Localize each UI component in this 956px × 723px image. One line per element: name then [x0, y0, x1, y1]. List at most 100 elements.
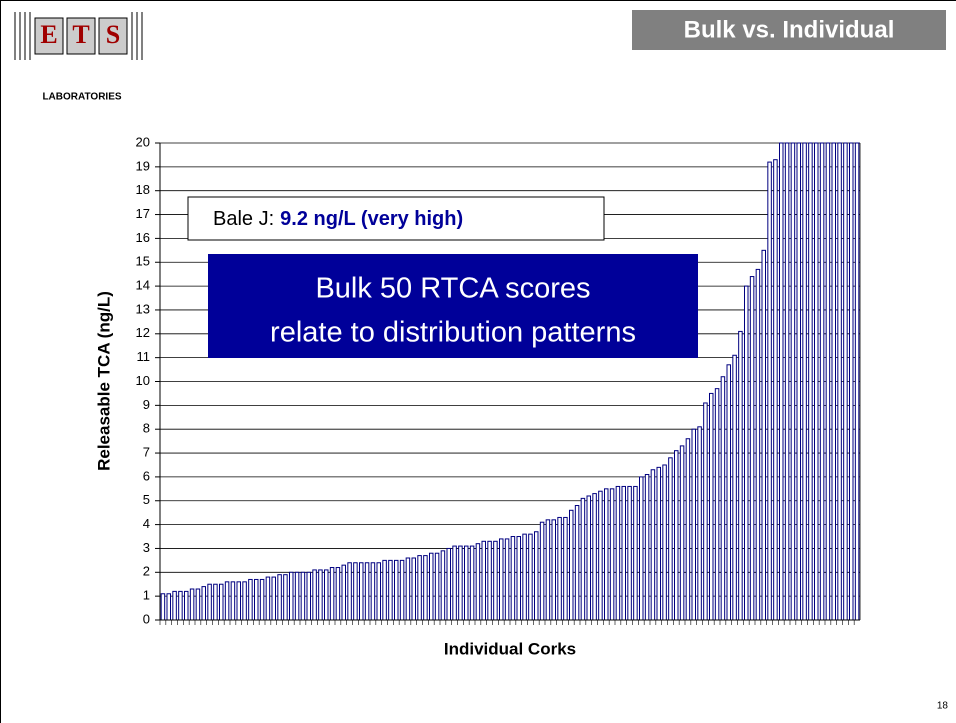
y-tick-label: 0: [143, 611, 150, 626]
bar: [230, 581, 236, 621]
logo-letter: E: [40, 20, 57, 49]
bar: [289, 571, 294, 621]
bar: [767, 161, 772, 621]
y-tick-label: 15: [136, 254, 150, 269]
bar: [825, 142, 831, 621]
bar: [493, 540, 498, 621]
bar: [744, 285, 749, 621]
bale-label: Bale J:: [213, 208, 274, 230]
bar: [720, 376, 726, 621]
bar: [604, 488, 609, 621]
bar: [394, 559, 399, 621]
bar: [516, 536, 521, 621]
logo-box: [34, 17, 64, 55]
header-title: Bulk vs. Individual: [684, 16, 895, 43]
bar: [609, 488, 615, 621]
bar: [504, 538, 510, 621]
bar: [236, 581, 241, 621]
logo-subtitle: LABORATORIES: [42, 92, 121, 103]
logo-letter: T: [72, 20, 89, 49]
y-tick-label: 4: [143, 516, 150, 531]
y-tick-label: 7: [143, 444, 150, 459]
bar: [271, 576, 276, 621]
bar: [388, 559, 393, 621]
bar: [849, 142, 854, 621]
bar: [254, 578, 259, 621]
bar: [259, 578, 265, 621]
bar: [621, 485, 626, 621]
bar: [219, 583, 224, 621]
y-axis-label: Releasable TCA (ng/L): [94, 291, 113, 471]
bar: [469, 545, 475, 621]
page-number: 18: [937, 701, 949, 712]
bar: [569, 509, 574, 621]
bar: [574, 505, 580, 621]
bar: [755, 268, 761, 621]
bar: [353, 562, 358, 621]
logo-box: [98, 17, 128, 55]
bar: [761, 249, 766, 621]
bar: [359, 562, 364, 621]
y-tick-label: 2: [143, 564, 150, 579]
header-box: [632, 10, 946, 50]
logo: E T S LABORATORIES: [14, 12, 143, 103]
bar: [283, 574, 288, 621]
bar: [691, 428, 696, 621]
bar: [335, 567, 341, 621]
bale-value: 9.2 ng/L (very high): [280, 208, 463, 230]
bar: [697, 426, 702, 621]
bar: [423, 555, 428, 621]
y-tick-label: 9: [143, 397, 150, 412]
y-tick-label: 1: [143, 588, 150, 603]
bar: [347, 562, 352, 621]
bar: [160, 593, 166, 621]
bar: [318, 569, 323, 621]
callout-text: Bulk 50 RTCA scores: [315, 273, 590, 305]
bar: [703, 402, 708, 621]
bar: [434, 552, 440, 621]
bar: [662, 464, 667, 621]
bar: [639, 476, 644, 621]
callout-text: relate to distribution patterns: [270, 317, 636, 349]
bar: [510, 536, 516, 621]
bar: [685, 438, 691, 621]
bar: [312, 569, 317, 621]
logo-letter: S: [106, 20, 120, 49]
bar: [592, 493, 597, 621]
bar: [726, 364, 731, 621]
bar: [796, 142, 801, 621]
bar: [522, 533, 527, 621]
y-tick-label: 16: [136, 230, 150, 245]
y-tick-label: 17: [136, 206, 150, 221]
bar: [399, 559, 405, 621]
y-tick-label: 12: [136, 325, 150, 340]
bar: [679, 445, 685, 621]
bar: [405, 557, 411, 621]
bar: [580, 497, 586, 621]
bar: [499, 538, 504, 621]
bar: [545, 519, 551, 621]
bar: [802, 142, 807, 621]
bar: [854, 142, 860, 621]
bar: [586, 495, 591, 621]
bar: [790, 142, 796, 621]
bar: [732, 354, 737, 621]
bar: [551, 519, 556, 621]
bar: [172, 590, 177, 621]
y-tick-label: 10: [136, 373, 150, 388]
bar: [668, 457, 673, 621]
bar: [627, 485, 632, 621]
bar: [633, 485, 638, 621]
bar: [248, 578, 253, 621]
bar: [814, 142, 819, 621]
bar: [166, 593, 171, 621]
bar: [819, 142, 825, 621]
bar: [341, 564, 346, 621]
x-axis-label: Individual Corks: [444, 639, 576, 658]
bar: [201, 586, 206, 621]
bar: [446, 547, 451, 621]
y-tick-label: 8: [143, 421, 150, 436]
bar: [440, 550, 446, 621]
y-tick-label: 3: [143, 540, 150, 555]
